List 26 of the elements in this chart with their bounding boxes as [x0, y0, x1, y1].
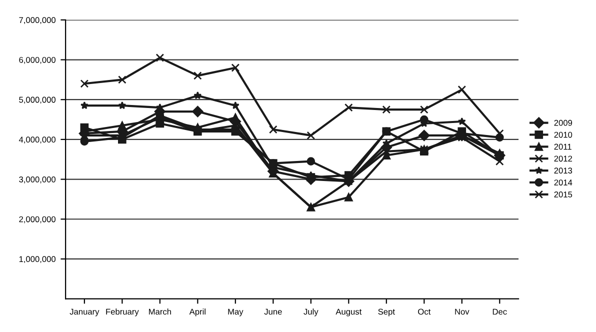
y-tick-label: 5,000,000 [19, 96, 56, 104]
x-tick-label: Oct [418, 308, 431, 315]
legend-label: 2015 [554, 192, 572, 198]
y-tick-label: 4,000,000 [18, 136, 56, 144]
legend-label: 2009 [554, 120, 572, 126]
y-tick-label: 6,000,000 [19, 56, 56, 64]
legend-label: 2014 [554, 180, 572, 186]
x-tick-label: Dec [492, 308, 507, 315]
x-tick-label: April [189, 308, 206, 316]
legend-label: 2013 [554, 168, 572, 174]
y-tick-label: 7,000,000 [19, 17, 56, 24]
x-tick-label: Nov [455, 308, 470, 315]
y-tick-label: 1,000,000 [19, 256, 56, 264]
x-tick-label: January [70, 308, 100, 316]
x-tick-label: March [149, 308, 171, 315]
x-tick-label: February [106, 308, 139, 316]
x-tick-label: July [304, 308, 318, 316]
x-tick-label: May [228, 308, 244, 316]
y-tick-label: 3,000,000 [19, 176, 56, 184]
x-tick-label: June [264, 308, 282, 315]
legend-label: 2010 [554, 132, 572, 138]
y-tick-label: 2,000,000 [19, 216, 56, 224]
x-tick-label: Sept [378, 308, 395, 316]
x-tick-label: August [336, 308, 362, 316]
legend-label: 2011 [554, 144, 572, 150]
legend-label: 2012 [554, 156, 572, 162]
